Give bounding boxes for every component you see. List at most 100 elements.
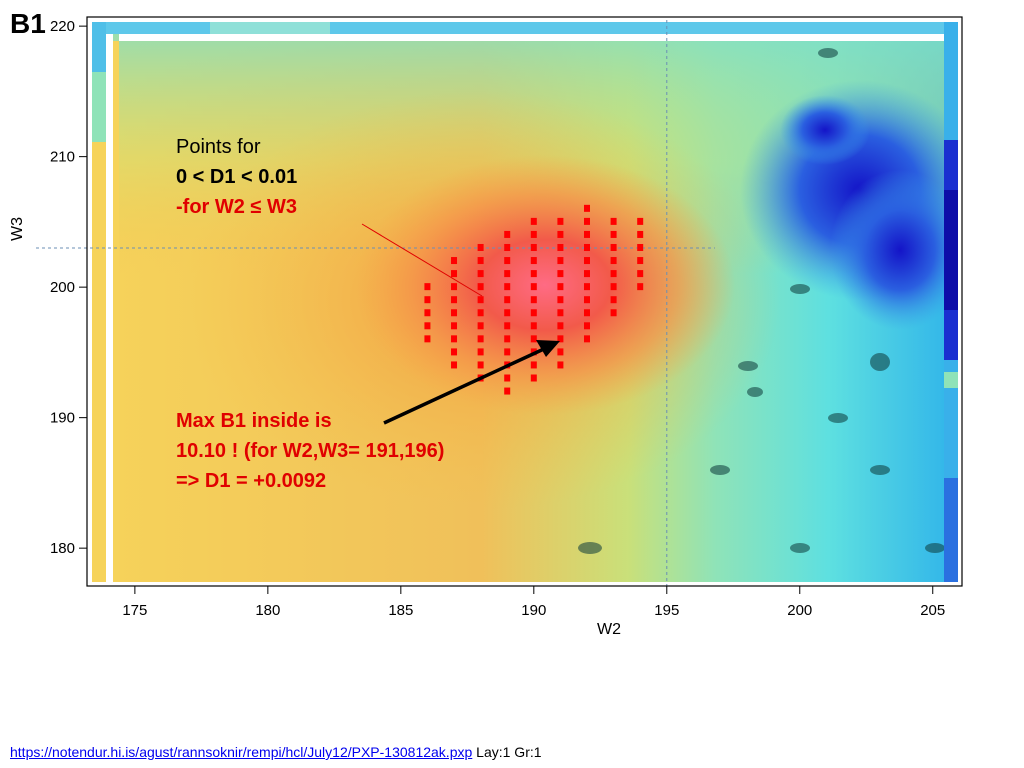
x-tick-label: 205 — [920, 602, 945, 619]
highlight-point — [557, 257, 564, 265]
highlight-point — [557, 361, 564, 369]
highlight-point — [477, 296, 484, 304]
highlight-point — [451, 322, 458, 330]
x-tick-label: 180 — [255, 602, 280, 619]
highlight-point — [557, 217, 564, 225]
highlight-point — [530, 217, 537, 225]
x-tick-label: 185 — [388, 602, 413, 619]
highlight-point — [504, 335, 511, 343]
highlight-point — [557, 296, 564, 304]
highlight-point — [584, 322, 590, 330]
highlight-point — [610, 217, 617, 225]
highlight-point — [557, 230, 564, 238]
highlight-point — [504, 270, 511, 278]
plot-frame — [86, 16, 963, 587]
x-tick-label: 190 — [521, 602, 546, 619]
highlight-point — [557, 270, 564, 278]
highlight-point — [504, 387, 511, 395]
highlight-point — [530, 243, 537, 251]
y-tick-label: 180 — [50, 540, 75, 557]
highlight-point — [610, 309, 617, 317]
footer-suffix: Lay:1 Gr:1 — [476, 744, 542, 760]
highlight-point — [451, 309, 458, 317]
highlight-point — [530, 257, 537, 265]
highlight-point — [584, 257, 590, 265]
max-arrow-head — [536, 340, 560, 357]
y-tick-label: 190 — [50, 410, 75, 427]
highlight-point — [424, 296, 431, 304]
highlight-point — [584, 270, 590, 278]
highlight-point — [610, 283, 617, 291]
highlight-point — [584, 204, 590, 212]
points-annotation: Points for 0 < D1 < 0.01 -for W2 ≤ W3 — [176, 132, 297, 222]
highlight-point — [424, 309, 431, 317]
highlight-point — [451, 335, 458, 343]
highlight-point — [477, 283, 484, 291]
highlight-point — [504, 296, 511, 304]
highlight-point — [504, 348, 511, 356]
x-axis: 175 180 185 190 195 200 205 — [122, 586, 945, 619]
highlight-point — [530, 322, 537, 330]
highlight-point — [424, 335, 431, 343]
highlight-point — [530, 270, 537, 278]
highlight-point — [530, 230, 537, 238]
highlight-point — [584, 217, 590, 225]
highlight-point — [477, 348, 484, 356]
highlight-point — [504, 257, 511, 265]
x-tick-label: 195 — [654, 602, 679, 619]
highlight-point — [477, 243, 484, 251]
highlight-point — [584, 296, 590, 304]
footer: https://notendur.hi.is/agust/rannsoknir/… — [10, 744, 542, 760]
highlight-point — [557, 243, 564, 251]
highlight-point — [637, 257, 644, 265]
highlight-point — [530, 335, 537, 343]
highlight-point — [584, 230, 590, 238]
highlight-point — [637, 217, 644, 225]
highlight-point — [477, 335, 484, 343]
highlight-point — [557, 322, 564, 330]
y-axis: 180 190 200 210 220 — [50, 18, 87, 557]
highlight-point — [504, 322, 511, 330]
highlight-point — [530, 361, 537, 369]
slide-title: B1 — [10, 8, 46, 39]
highlight-point — [451, 270, 458, 278]
max-annotation: Max B1 inside is 10.10 ! (for W2,W3= 191… — [176, 406, 444, 496]
highlight-point — [504, 230, 511, 238]
points-annotation-line2: 0 < D1 < 0.01 — [176, 166, 298, 188]
highlight-point — [424, 283, 431, 291]
heatmap-surface — [92, 22, 958, 582]
highlight-point — [451, 257, 458, 265]
x-tick-label: 175 — [122, 602, 147, 619]
highlight-point — [530, 283, 537, 291]
highlight-point — [637, 243, 644, 251]
highlight-point — [504, 309, 511, 317]
y-tick-label: 220 — [50, 18, 75, 35]
highlight-point — [530, 296, 537, 304]
highlight-point — [504, 374, 511, 382]
y-tick-label: 210 — [50, 149, 75, 166]
points-annotation-line3: -for W2 ≤ W3 — [176, 196, 297, 218]
highlight-point — [610, 230, 617, 238]
highlight-point — [451, 296, 458, 304]
points-annotation-line1: Points for — [176, 136, 261, 158]
highlight-point — [504, 243, 511, 251]
highlight-point — [584, 243, 590, 251]
source-link[interactable]: https://notendur.hi.is/agust/rannsoknir/… — [10, 744, 473, 760]
highlight-point — [610, 296, 617, 304]
highlight-point — [557, 335, 564, 343]
highlight-point — [451, 361, 458, 369]
highlight-point — [584, 335, 590, 343]
max-annotation-line1: Max B1 inside is — [176, 410, 332, 432]
highlight-point — [610, 257, 617, 265]
highlight-point — [557, 283, 564, 291]
y-tick-label: 200 — [50, 279, 75, 296]
highlight-point — [610, 243, 617, 251]
y-axis-label: W3 — [9, 217, 26, 241]
highlight-point — [584, 283, 590, 291]
highlight-point — [584, 309, 590, 317]
max-annotation-line2: 10.10 ! (for W2,W3= 191,196) — [176, 440, 445, 462]
highlight-point — [637, 270, 644, 278]
highlight-point — [477, 322, 484, 330]
highlight-point — [477, 309, 484, 317]
